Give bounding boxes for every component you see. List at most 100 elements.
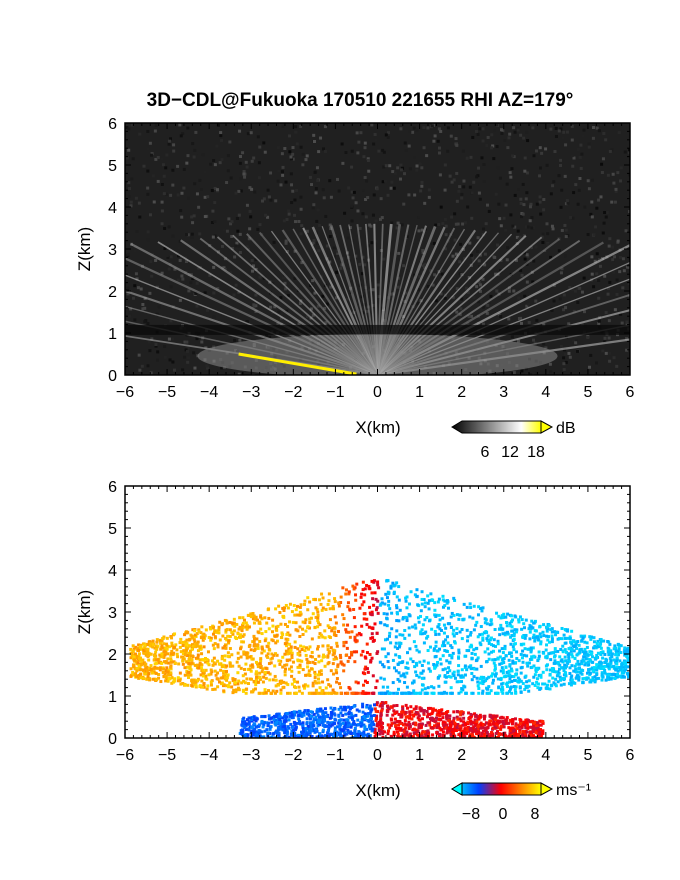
noise-pixel — [517, 237, 521, 241]
velocity-point — [288, 651, 292, 655]
noise-pixel — [261, 199, 265, 203]
velocity-point — [287, 667, 291, 671]
velocity-point — [160, 652, 164, 656]
noise-pixel — [516, 229, 520, 233]
noise-pixel — [535, 371, 539, 375]
velocity-point — [530, 725, 534, 729]
noise-pixel — [206, 366, 210, 370]
noise-pixel — [399, 163, 403, 167]
noise-pixel — [590, 255, 594, 259]
noise-pixel — [350, 165, 354, 169]
velocity-point — [550, 627, 554, 631]
velocity-point — [361, 705, 365, 709]
noise-pixel — [273, 305, 277, 309]
velocity-point — [544, 664, 548, 668]
velocity-point — [401, 633, 405, 637]
noise-pixel — [571, 288, 575, 292]
velocity-point — [487, 685, 491, 689]
noise-pixel — [222, 266, 226, 270]
velocity-point — [266, 671, 270, 675]
velocity-point — [367, 584, 371, 588]
velocity-point — [460, 668, 464, 672]
noise-pixel — [163, 355, 167, 359]
noise-pixel — [495, 123, 499, 127]
noise-pixel — [452, 178, 456, 182]
noise-pixel — [238, 155, 242, 159]
noise-pixel — [294, 125, 298, 129]
velocity-point — [501, 671, 505, 675]
velocity-point — [595, 673, 599, 677]
velocity-point — [484, 630, 488, 634]
velocity-point — [534, 670, 538, 674]
velocity-point — [398, 608, 402, 612]
velocity-point — [364, 691, 368, 695]
noise-pixel — [565, 130, 569, 134]
velocity-point — [332, 657, 336, 661]
noise-pixel — [156, 179, 160, 183]
velocity-point — [239, 647, 243, 651]
noise-pixel — [625, 265, 629, 269]
noise-pixel — [483, 263, 487, 267]
noise-pixel — [258, 223, 262, 227]
velocity-point — [508, 680, 512, 684]
velocity-point — [331, 648, 335, 652]
velocity-point — [136, 661, 140, 665]
velocity-point — [312, 717, 316, 721]
velocity-point — [361, 702, 365, 706]
velocity-point — [596, 676, 600, 680]
noise-pixel — [540, 235, 544, 239]
velocity-point — [249, 648, 253, 652]
velocity-point — [247, 645, 251, 649]
velocity-point — [371, 597, 375, 601]
noise-pixel — [563, 223, 567, 227]
velocity-point — [556, 670, 560, 674]
velocity-point — [286, 631, 290, 635]
velocity-point — [186, 665, 190, 669]
velocity-point — [324, 686, 328, 690]
velocity-point — [496, 730, 500, 734]
noise-pixel — [466, 205, 470, 209]
noise-pixel — [393, 171, 397, 175]
velocity-point — [252, 680, 256, 684]
velocity-point — [311, 720, 315, 724]
velocity-point — [568, 666, 572, 670]
noise-pixel — [168, 139, 172, 143]
velocity-point — [298, 605, 302, 609]
noise-pixel — [571, 164, 575, 168]
velocity-point — [170, 644, 174, 648]
velocity-point — [356, 691, 360, 695]
velocity-point — [278, 611, 282, 615]
velocity-point — [320, 709, 324, 713]
velocity-point — [225, 676, 229, 680]
velocity-point — [398, 643, 402, 647]
velocity-point — [615, 675, 619, 679]
velocity-point — [315, 681, 319, 685]
velocity-point — [509, 635, 513, 639]
velocity-point — [263, 688, 267, 692]
velocity-point — [341, 586, 345, 590]
noise-pixel — [277, 169, 281, 173]
noise-pixel — [628, 148, 630, 152]
velocity-point — [287, 649, 291, 653]
velocity-point — [594, 677, 598, 681]
velocity-point — [181, 652, 185, 656]
velocity-point — [176, 676, 180, 680]
noise-pixel — [213, 234, 217, 238]
velocity-point — [323, 734, 327, 738]
noise-pixel — [266, 188, 270, 192]
velocity-point — [290, 656, 294, 660]
velocity-point — [373, 622, 377, 626]
velocity-point — [311, 684, 315, 688]
noise-pixel — [619, 179, 623, 183]
noise-pixel — [437, 223, 441, 227]
noise-pixel — [519, 316, 523, 320]
noise-pixel — [290, 201, 294, 205]
velocity-point — [395, 619, 399, 623]
noise-pixel — [600, 170, 604, 174]
noise-pixel — [343, 211, 347, 215]
velocity-point — [433, 655, 437, 659]
noise-pixel — [311, 206, 315, 210]
noise-pixel — [404, 149, 408, 153]
velocity-point — [468, 645, 472, 649]
